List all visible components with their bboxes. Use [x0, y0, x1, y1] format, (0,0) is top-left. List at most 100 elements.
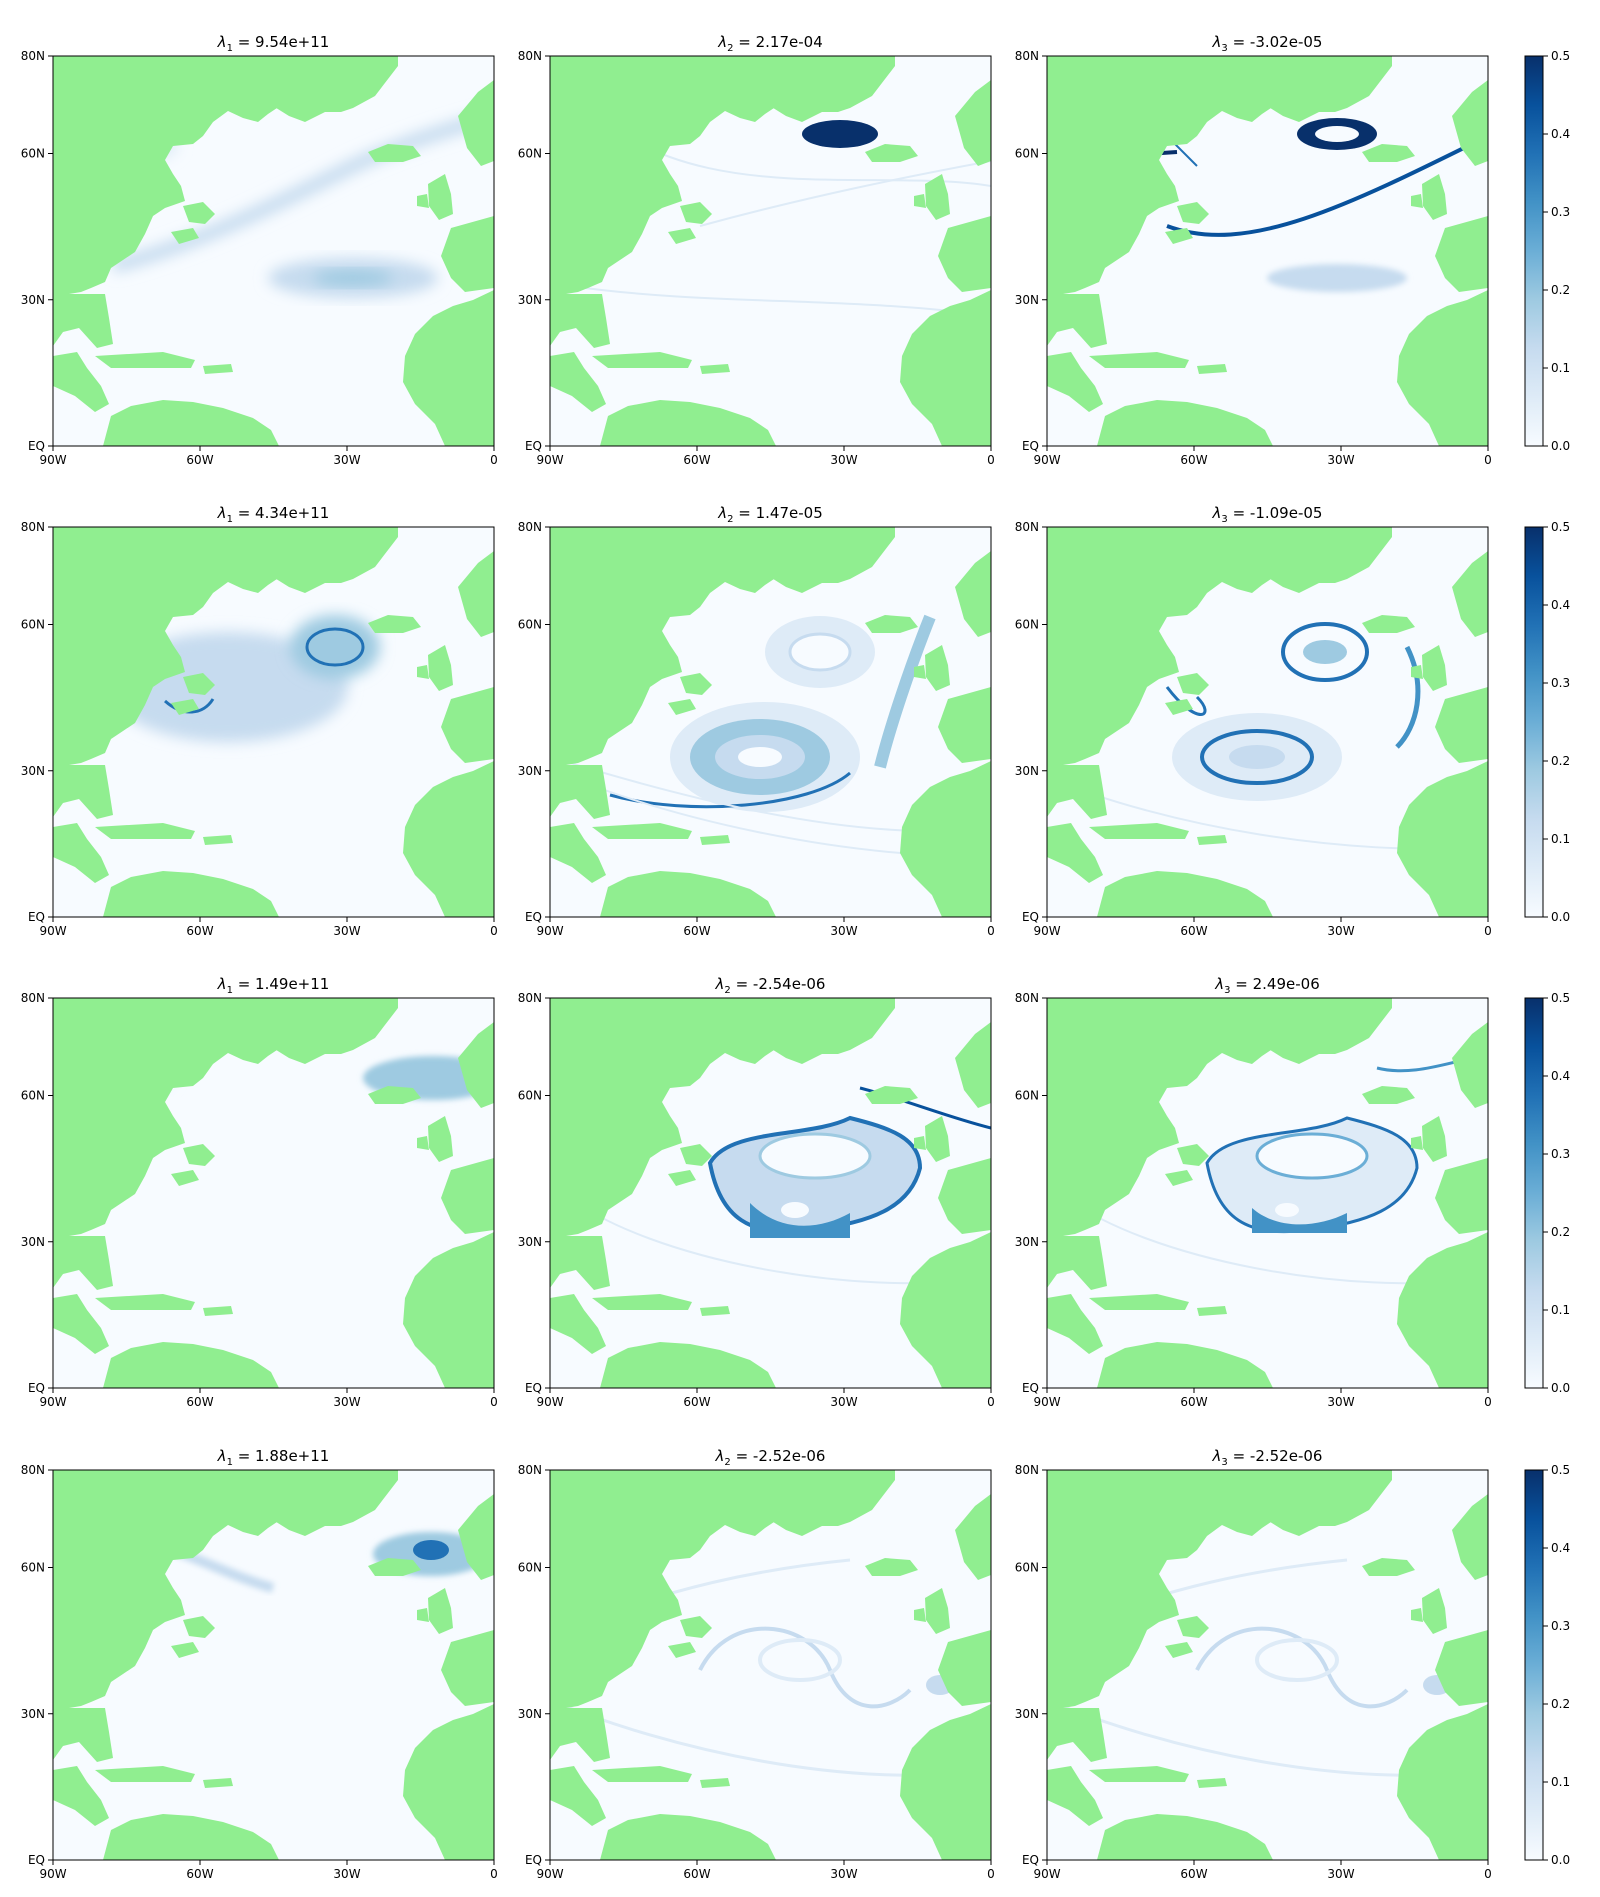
x-tick-label: 0: [1484, 1395, 1492, 1409]
colorbar-tick-label: 0.2: [1551, 1697, 1570, 1711]
y-tick-label: 30N: [1015, 764, 1039, 778]
heatmap-feature: [758, 1638, 842, 1682]
x-tick-label: 60W: [683, 1867, 710, 1881]
colorbar-tick-label: 0.4: [1551, 598, 1570, 612]
heatmap-feature: [1255, 1132, 1369, 1180]
x-tick-label: 90W: [1033, 924, 1060, 938]
y-tick-label: EQ: [1022, 439, 1039, 453]
axes-frame: [1046, 1469, 1489, 1861]
colorbar-tick-label: 0.3: [1551, 676, 1570, 690]
axes-frame: [52, 526, 495, 918]
colorbar-tick-label: 0.5: [1551, 49, 1570, 63]
y-tick-label: 60N: [21, 1089, 45, 1103]
y-tick-label: 60N: [1015, 1561, 1039, 1575]
heatmap-feature: [1195, 1626, 1409, 1709]
x-tick-label: 90W: [39, 453, 66, 467]
x-tick-label: 90W: [39, 924, 66, 938]
x-tick-label: 60W: [186, 1867, 213, 1881]
colorbar-tick-label: 0.0: [1551, 439, 1570, 453]
heatmap-feature: [305, 627, 365, 667]
y-tick-label: 30N: [518, 1235, 542, 1249]
heatmap-feature: [1395, 645, 1421, 749]
map-panel: λ1 = 1.88e+11 90W 60W 30W 0 EQ 30N 60N 80N: [21, 1447, 498, 1881]
x-tick-label: 90W: [1033, 453, 1060, 467]
x-tick-label: 90W: [39, 1395, 66, 1409]
y-tick-label: 30N: [518, 293, 542, 307]
colorbar-gradient: [1524, 526, 1544, 918]
map-panel: λ3 = -1.09e-05 90W 60W 30W 0 EQ 30N 60N 80N: [1015, 504, 1492, 938]
y-tick-label: 30N: [21, 293, 45, 307]
y-tick-label: 30N: [1015, 1235, 1039, 1249]
axes-frame: [549, 55, 992, 447]
x-tick-label: 60W: [683, 1395, 710, 1409]
heatmap-feature: [750, 1203, 850, 1238]
x-tick-label: 60W: [186, 453, 213, 467]
heatmap-feature: [1275, 1203, 1299, 1217]
x-tick-label: 0: [1484, 1867, 1492, 1881]
colorbar-gradient: [1524, 1469, 1544, 1861]
panel-title: λ3 = -1.09e-05: [1212, 504, 1323, 525]
x-tick-label: 0: [1484, 924, 1492, 938]
y-tick-label: 80N: [1015, 49, 1039, 63]
heatmap-feature: [738, 747, 782, 767]
y-tick-label: 80N: [1015, 991, 1039, 1005]
colorbar-tick-label: 0.4: [1551, 1541, 1570, 1555]
y-tick-label: 30N: [1015, 293, 1039, 307]
map-panel: λ3 = 2.49e-06 90W 60W 30W 0 EQ 30N 60N 80N: [1015, 975, 1492, 1409]
colorbar: 0.0 0.1 0.2 0.3 0.4 0.5: [1524, 991, 1570, 1395]
heatmap-feature: [111, 109, 494, 273]
colorbar-tick-label: 0.4: [1551, 127, 1570, 141]
x-tick-label: 30W: [333, 453, 360, 467]
heatmap-feature: [1165, 686, 1207, 716]
x-tick-label: 0: [490, 1395, 498, 1409]
y-tick-label: 80N: [21, 520, 45, 534]
panel-title: λ3 = 2.49e-06: [1214, 975, 1320, 996]
colorbar-tick-label: 0.0: [1551, 1853, 1570, 1867]
heatmap-feature: [874, 614, 936, 769]
x-tick-label: 60W: [1180, 1867, 1207, 1881]
y-tick-label: 80N: [518, 991, 542, 1005]
panel-title: λ3 = -2.52e-06: [1212, 1447, 1323, 1468]
x-tick-label: 0: [987, 1395, 995, 1409]
colorbar-tick-label: 0.3: [1551, 1147, 1570, 1161]
panel-title: λ3 = -3.02e-05: [1212, 33, 1323, 54]
y-tick-label: 80N: [518, 49, 542, 63]
x-tick-label: 0: [987, 453, 995, 467]
colorbar-tick-label: 0.2: [1551, 283, 1570, 297]
map-panel: λ1 = 1.49e+11 90W 60W 30W 0 EQ 30N 60N 80N: [21, 975, 498, 1409]
x-tick-label: 90W: [39, 1867, 66, 1881]
heatmap-field: [1066, 1054, 1488, 1285]
x-tick-label: 60W: [683, 453, 710, 467]
colorbar: 0.0 0.1 0.2 0.3 0.4 0.5: [1524, 1463, 1570, 1867]
y-tick-label: 60N: [21, 147, 45, 161]
y-tick-label: 60N: [518, 147, 542, 161]
y-tick-label: EQ: [525, 1853, 542, 1867]
x-tick-label: 0: [987, 1867, 995, 1881]
colorbar-tick-label: 0.1: [1551, 832, 1570, 846]
heatmap-feature: [1315, 126, 1359, 142]
y-tick-label: 30N: [21, 1235, 45, 1249]
x-tick-label: 30W: [830, 1867, 857, 1881]
map-panel: λ1 = 4.34e+11 90W 60W 30W 0 EQ 30N 60N 80N: [21, 504, 498, 938]
x-tick-label: 60W: [186, 924, 213, 938]
heatmap-feature: [1281, 622, 1369, 682]
x-tick-label: 0: [987, 924, 995, 938]
heatmap-feature: [758, 1132, 872, 1180]
y-tick-label: 60N: [21, 1561, 45, 1575]
y-tick-label: 30N: [518, 764, 542, 778]
heatmap-feature: [1200, 729, 1314, 785]
x-tick-label: 0: [490, 924, 498, 938]
y-tick-label: EQ: [28, 1381, 45, 1395]
axes-frame: [549, 526, 992, 918]
colorbar-tick-label: 0.5: [1551, 520, 1570, 534]
heatmap-field: [569, 1086, 991, 1285]
x-tick-label: 30W: [1327, 1395, 1354, 1409]
map-panel: λ2 = -2.54e-06 90W 60W 30W 0 EQ 30N 60N 80N: [518, 975, 995, 1409]
panel-title: λ2 = 1.47e-05: [717, 504, 823, 525]
heatmap-feature: [1255, 1638, 1339, 1682]
colorbar-tick-label: 0.0: [1551, 1381, 1570, 1395]
y-tick-label: 30N: [1015, 1707, 1039, 1721]
y-tick-label: EQ: [1022, 1853, 1039, 1867]
x-tick-label: 90W: [1033, 1867, 1060, 1881]
colorbar-tick-label: 0.2: [1551, 1225, 1570, 1239]
